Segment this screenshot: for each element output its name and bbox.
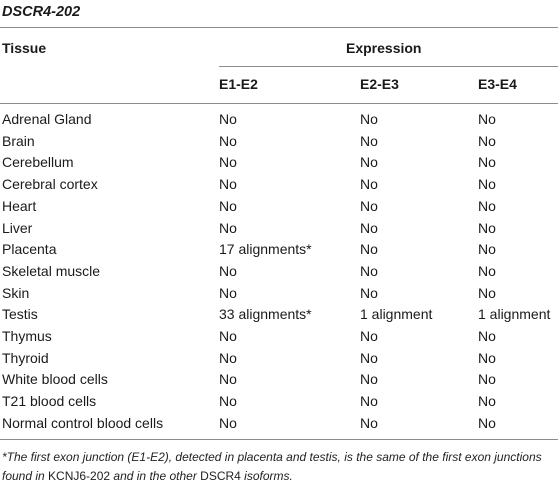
expression-cell: No <box>360 393 378 410</box>
expression-cell: No <box>360 154 378 171</box>
expression-cell: No <box>478 176 496 193</box>
expression-cell: No <box>360 328 378 344</box>
expression-cell: 17 alignments* <box>219 241 312 258</box>
expression-cell: No <box>360 262 378 279</box>
col-header-e1-e2: E1-E2 <box>219 76 258 92</box>
expression-cell: No <box>219 132 237 149</box>
footnote-gene-kcnj6: KCNJ6-202 <box>48 469 111 483</box>
expression-cell: No <box>219 154 237 171</box>
tissue-cell: Cerebellum <box>2 154 74 171</box>
footnote-gene-dscr4: DSCR4 <box>200 469 241 483</box>
tissue-cell: Normal control blood cells <box>2 414 164 431</box>
table-title: DSCR4-202 <box>2 4 81 20</box>
tissue-cell: Brain <box>2 132 35 149</box>
expression-cell: No <box>478 111 496 127</box>
expression-cell: No <box>219 284 237 301</box>
expression-cell: No <box>219 349 237 366</box>
expression-cell: No <box>360 414 378 431</box>
expression-cell: No <box>478 371 496 388</box>
table-row: T21 blood cells No No No <box>0 390 558 412</box>
expression-cell: No <box>360 349 378 366</box>
expression-cell: No <box>478 132 496 149</box>
table-row: Liver No No No <box>0 217 558 239</box>
expression-cell: No <box>360 371 378 388</box>
table-row: Placenta 17 alignments* No No <box>0 238 558 260</box>
col-header-e3-e4: E3-E4 <box>478 76 517 92</box>
expression-cell: No <box>478 393 496 410</box>
expression-cell: No <box>219 176 237 193</box>
expression-cell: No <box>219 414 237 431</box>
expression-cell: No <box>478 262 496 279</box>
tissue-cell: Testis <box>2 306 38 323</box>
expression-cell: No <box>478 414 496 431</box>
expression-cell: No <box>478 154 496 171</box>
table-row: Adrenal Gland No No No <box>0 108 558 130</box>
tissue-cell: Adrenal Gland <box>2 111 92 127</box>
tissue-cell: Heart <box>2 197 37 214</box>
expression-cell: No <box>360 176 378 193</box>
expression-cell: No <box>360 284 378 301</box>
table-row: Skeletal muscle No No No <box>0 260 558 282</box>
bottom-rule <box>0 439 558 440</box>
expression-cell: No <box>219 393 237 410</box>
table-row: Heart No No No <box>0 195 558 217</box>
expression-cell: 1 alignment <box>360 306 433 323</box>
expression-cell: No <box>478 328 496 344</box>
expression-cell: No <box>360 197 378 214</box>
tissue-cell: Skin <box>2 284 30 301</box>
expression-cell: No <box>360 111 378 127</box>
footnote-text-1: *The first exon junction (E1-E2), detect… <box>2 450 542 483</box>
expression-cell: No <box>219 219 237 236</box>
expression-header: Expression <box>346 40 422 56</box>
expression-cell: No <box>219 328 237 344</box>
footnote-text-2: and in the other <box>110 469 201 483</box>
expression-cell: No <box>478 349 496 366</box>
table-row: Thymus No No No <box>0 325 558 347</box>
header-rule <box>0 103 558 104</box>
tissue-header: Tissue <box>2 40 47 56</box>
expression-subrule <box>219 66 558 67</box>
expression-cell: No <box>478 241 496 258</box>
expression-cell: No <box>360 219 378 236</box>
tissue-cell: Thymus <box>2 328 52 344</box>
expression-cell: No <box>219 262 237 279</box>
tissue-cell: Cerebral cortex <box>2 176 98 193</box>
tissue-cell: Placenta <box>2 241 57 258</box>
table-row: Cerebellum No No No <box>0 151 558 173</box>
expression-cell: No <box>478 219 496 236</box>
top-rule <box>0 27 558 28</box>
tissue-cell: White blood cells <box>2 371 108 388</box>
expression-cell: No <box>478 284 496 301</box>
expression-cell: No <box>360 241 378 258</box>
table-footnote: *The first exon junction (E1-E2), detect… <box>2 448 556 486</box>
table-row: Testis 33 alignments* 1 alignment 1 alignme… <box>0 303 558 325</box>
expression-cell: No <box>478 197 496 214</box>
table-row: Thyroid No No No <box>0 347 558 369</box>
footnote-text-3: isoforms. <box>240 469 293 483</box>
table-row: Brain No No No <box>0 130 558 152</box>
tissue-cell: Liver <box>2 219 33 236</box>
expression-cell: No <box>219 197 237 214</box>
expression-cell: No <box>219 111 237 127</box>
expression-cell: 1 alignment <box>478 306 551 323</box>
col-header-e2-e3: E2-E3 <box>360 76 399 92</box>
table-row: White blood cells No No No <box>0 368 558 390</box>
tissue-cell: Thyroid <box>2 349 49 366</box>
expression-cell: No <box>360 132 378 149</box>
expression-cell: No <box>219 371 237 388</box>
table-row: Skin No No No <box>0 282 558 304</box>
tissue-cell: T21 blood cells <box>2 393 97 410</box>
tissue-cell: Skeletal muscle <box>2 262 101 279</box>
table-row: Cerebral cortex No No No <box>0 173 558 195</box>
table-row: Normal control blood cells No No No <box>0 412 558 434</box>
expression-cell: 33 alignments* <box>219 306 312 323</box>
